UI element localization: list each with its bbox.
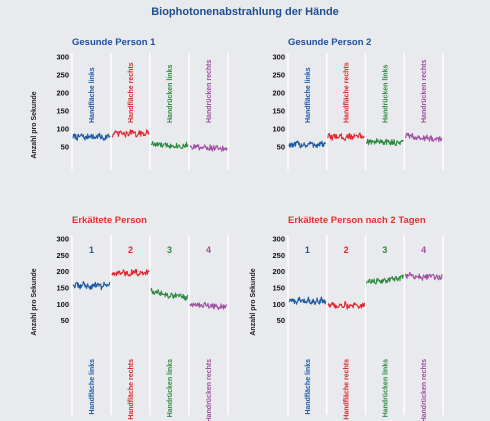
y-axis-label: Anzahl pro Sekunde	[31, 91, 38, 158]
segment-number: 1	[305, 245, 310, 255]
segment-number: 3	[382, 245, 387, 255]
series-line	[365, 274, 404, 285]
segment-number: 2	[344, 245, 349, 255]
chart-panel-2: Gesunde Person 2 50 100 150 200 250 300 Handflä…	[272, 37, 444, 170]
series-label: Handfläche rechts	[128, 62, 135, 123]
series-line	[150, 287, 189, 301]
series-line	[327, 132, 365, 141]
series-line	[405, 132, 443, 143]
segment-number: 3	[167, 245, 172, 255]
series-line	[150, 140, 189, 150]
y-tick-label: 50	[277, 316, 285, 325]
series-label: Handrücken rechts	[421, 59, 428, 123]
y-tick-label: 50	[277, 143, 285, 152]
segment-number: 2	[128, 245, 133, 255]
chart-panel-3: Erkältete Person Anzahl pro Sekunde 50 100 1…	[31, 215, 229, 421]
chart-title: Gesunde Person 2	[288, 37, 371, 48]
y-axis-label: Anzahl pro Sekunde	[250, 268, 257, 335]
chart-title: Gesunde Person 1	[72, 37, 156, 48]
series-label: Handrücken links	[382, 359, 389, 417]
y-axis-label: Anzahl pro Sekunde	[31, 268, 38, 335]
chart-panel-4: Erkältete Person nach 2 Tagen Anzahl pro …	[250, 215, 444, 421]
series-line	[189, 301, 228, 311]
y-tick-label: 100	[272, 300, 285, 309]
series-label: Handrücken links	[382, 65, 389, 123]
y-tick-label: 50	[61, 143, 69, 152]
series-label: Handfläche rechts	[344, 359, 351, 420]
y-tick-label: 100	[56, 300, 69, 309]
series-line	[327, 301, 366, 310]
y-tick-label: 200	[56, 89, 69, 98]
y-tick-label: 300	[56, 53, 69, 62]
y-tick-label: 150	[56, 107, 69, 116]
y-tick-label: 300	[272, 53, 285, 62]
segment-number: 4	[421, 245, 426, 255]
chart-panel-1: Gesunde Person 1 Anzahl pro Sekunde 50 100 1…	[31, 37, 229, 170]
series-line	[72, 281, 111, 291]
series-label: Handfläche links	[305, 359, 312, 415]
y-tick-label: 150	[272, 284, 285, 293]
y-tick-label: 50	[61, 316, 69, 325]
y-tick-label: 250	[56, 251, 69, 260]
figure-title: Biophotonenabstrahlung der Hände	[151, 6, 339, 18]
y-tick-label: 150	[56, 284, 69, 293]
series-line	[111, 268, 150, 277]
y-tick-label: 200	[272, 89, 285, 98]
chart-title: Erkältete Person nach 2 Tagen	[288, 215, 426, 226]
series-label: Handrücken rechts	[421, 359, 428, 421]
y-tick-label: 150	[272, 107, 285, 116]
y-tick-label: 200	[272, 267, 285, 276]
series-line	[404, 272, 443, 281]
y-tick-label: 100	[56, 125, 69, 134]
y-tick-label: 100	[272, 125, 285, 134]
series-label: Handrücken links	[167, 359, 174, 417]
series-label: Handfläche rechts	[128, 359, 135, 420]
y-tick-label: 200	[56, 267, 69, 276]
series-line	[288, 296, 327, 305]
series-line	[111, 129, 150, 138]
series-label: Handfläche links	[305, 67, 312, 123]
series-label: Handfläche links	[89, 67, 96, 123]
series-line	[365, 138, 404, 147]
series-label: Handrücken rechts	[206, 59, 213, 123]
y-tick-label: 250	[272, 251, 285, 260]
series-label: Handrücken links	[167, 65, 174, 123]
series-label: Handrücken rechts	[206, 359, 213, 421]
series-line	[72, 132, 111, 141]
segment-number: 1	[89, 245, 94, 255]
series-line	[189, 143, 228, 152]
y-tick-label: 300	[272, 235, 285, 244]
series-label: Handfläche rechts	[344, 62, 351, 123]
y-tick-label: 300	[56, 235, 69, 244]
y-tick-label: 250	[272, 71, 285, 80]
series-label: Handfläche links	[89, 359, 96, 415]
y-tick-label: 250	[56, 71, 69, 80]
series-line	[288, 140, 326, 149]
chart-title: Erkältete Person	[72, 215, 147, 226]
segment-number: 4	[206, 245, 211, 255]
